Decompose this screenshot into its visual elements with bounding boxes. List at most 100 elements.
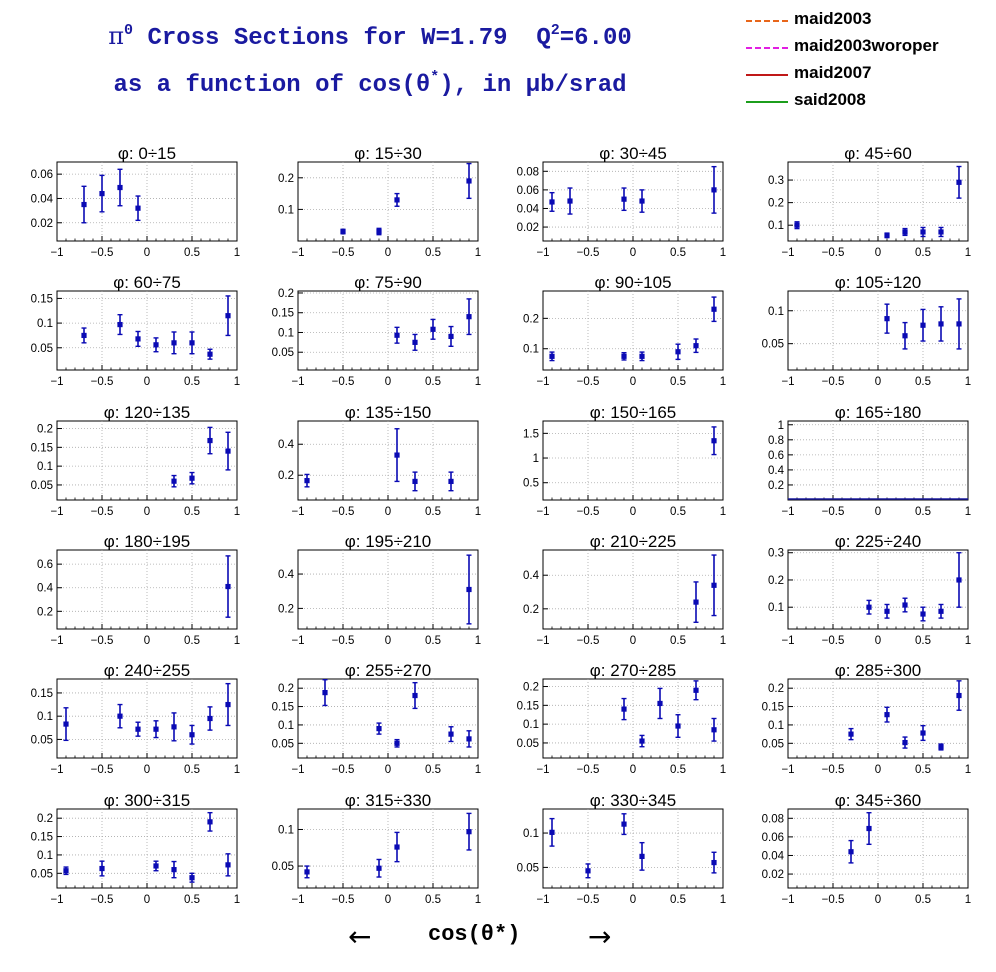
y-tick-label: 0.15 <box>272 702 294 714</box>
data-point <box>711 438 717 444</box>
data-point <box>135 205 141 211</box>
x-tick-label: 0 <box>875 247 881 259</box>
x-tick-label: 1 <box>720 376 726 388</box>
y-tick-label: 0.02 <box>762 869 784 881</box>
data-point <box>866 825 872 832</box>
legend-swatch-maid2003 <box>746 20 788 22</box>
y-tick-label: 0.05 <box>272 347 294 359</box>
x-tick-label: −0.5 <box>332 506 355 518</box>
data-point <box>99 865 105 872</box>
data-point <box>938 744 944 750</box>
x-tick-label: 0 <box>875 506 881 518</box>
y-tick-label: 0.2 <box>37 606 53 618</box>
x-tick-label: −1 <box>781 894 794 906</box>
x-tick-label: 1 <box>475 635 481 647</box>
title-pi-superscript: 0 <box>124 22 134 39</box>
data-point <box>711 187 717 193</box>
data-point <box>466 586 472 593</box>
x-tick-label: 1 <box>720 506 726 518</box>
x-tick-label: 1 <box>965 506 971 518</box>
x-tick-label: 0 <box>875 635 881 647</box>
y-tick-label: 0.06 <box>31 169 53 181</box>
data-point <box>207 819 213 825</box>
x-tick-label: −0.5 <box>822 506 845 518</box>
y-tick-label: 0.3 <box>768 548 784 560</box>
x-tick-label: 0.5 <box>670 764 686 776</box>
x-tick-label: 0.5 <box>425 894 441 906</box>
y-tick-label: 0.05 <box>517 862 539 874</box>
data-point <box>585 868 591 874</box>
data-point <box>466 178 472 184</box>
y-tick-label: 0.1 <box>523 719 539 731</box>
y-tick-label: 0.08 <box>517 166 539 178</box>
x-tick-label: 0 <box>630 894 636 906</box>
panel-title: φ: 255÷270 <box>345 661 432 680</box>
y-tick-label: 0.1 <box>278 327 294 339</box>
y-tick-label: 0.2 <box>768 575 784 587</box>
x-tick-label: 0.5 <box>915 635 931 647</box>
data-point <box>171 867 177 873</box>
y-tick-label: 0.1 <box>37 711 53 723</box>
legend-label-maid2003woroper: maid2003woroper <box>794 36 939 55</box>
x-tick-label: −0.5 <box>577 376 600 388</box>
x-tick-label: 0 <box>144 894 150 906</box>
data-point <box>412 692 418 699</box>
data-point <box>639 738 645 744</box>
data-point <box>938 608 944 614</box>
y-tick-label: 0.8 <box>768 435 784 447</box>
panel-title: φ: 0÷15 <box>118 144 176 163</box>
y-tick-label: 0.1 <box>768 220 784 232</box>
data-point <box>304 869 310 875</box>
panel-title: φ: 195÷210 <box>345 532 432 551</box>
legend: maid2003 maid2003woroper maid2007 said20… <box>746 8 986 116</box>
data-point <box>711 859 717 866</box>
data-point <box>322 689 328 696</box>
data-point <box>956 179 962 185</box>
x-tick-label: 1 <box>475 894 481 906</box>
x-tick-label: 0 <box>630 376 636 388</box>
x-tick-label: 0.5 <box>425 764 441 776</box>
x-tick-label: −0.5 <box>822 894 845 906</box>
x-tick-label: −0.5 <box>822 247 845 259</box>
data-point <box>376 865 382 871</box>
x-tick-label: 1 <box>965 376 971 388</box>
panel-9: −1 −0.5 0 0.5 1 0.2 0.4 φ: 135÷150 <box>278 403 481 518</box>
x-tick-label: 0.5 <box>670 376 686 388</box>
x-tick-label: −1 <box>50 764 63 776</box>
data-point <box>394 452 400 458</box>
y-tick-label: 0.1 <box>278 204 294 216</box>
y-tick-label: 0.2 <box>278 173 294 185</box>
x-tick-label: 0 <box>630 247 636 259</box>
data-point <box>956 577 962 583</box>
x-tick-label: −1 <box>781 247 794 259</box>
y-tick-label: 0.2 <box>768 198 784 210</box>
y-tick-label: 1 <box>533 453 539 465</box>
y-tick-label: 0.3 <box>768 175 784 187</box>
data-point <box>920 229 926 235</box>
data-point <box>376 726 382 732</box>
y-tick-label: 0.08 <box>762 813 784 825</box>
x-tick-label: 0 <box>875 376 881 388</box>
data-point <box>866 604 872 610</box>
y-tick-label: 0.05 <box>762 339 784 351</box>
title-q-value: =6.00 <box>559 25 632 52</box>
x-tick-label: 0.5 <box>184 894 200 906</box>
data-point <box>171 340 177 346</box>
data-point <box>549 353 555 359</box>
data-point <box>171 724 177 730</box>
data-point <box>99 191 105 197</box>
legend-label-maid2007: maid2007 <box>794 63 872 82</box>
x-tick-label: −1 <box>536 506 549 518</box>
y-tick-label: 0.02 <box>517 222 539 234</box>
x-tick-label: −0.5 <box>577 894 600 906</box>
y-tick-label: 0.2 <box>37 424 53 436</box>
x-tick-label: −0.5 <box>577 635 600 647</box>
x-tick-label: −1 <box>781 376 794 388</box>
data-point <box>621 353 627 359</box>
title-q-superscript: 2 <box>550 22 560 39</box>
data-point <box>549 199 555 205</box>
y-tick-label: 0.05 <box>31 343 53 355</box>
x-tick-label: 0 <box>385 635 391 647</box>
panel-title: φ: 270÷285 <box>590 661 677 680</box>
panel-7: −1 −0.5 0 0.5 1 0.05 0.1 φ: 105÷120 <box>762 273 972 388</box>
